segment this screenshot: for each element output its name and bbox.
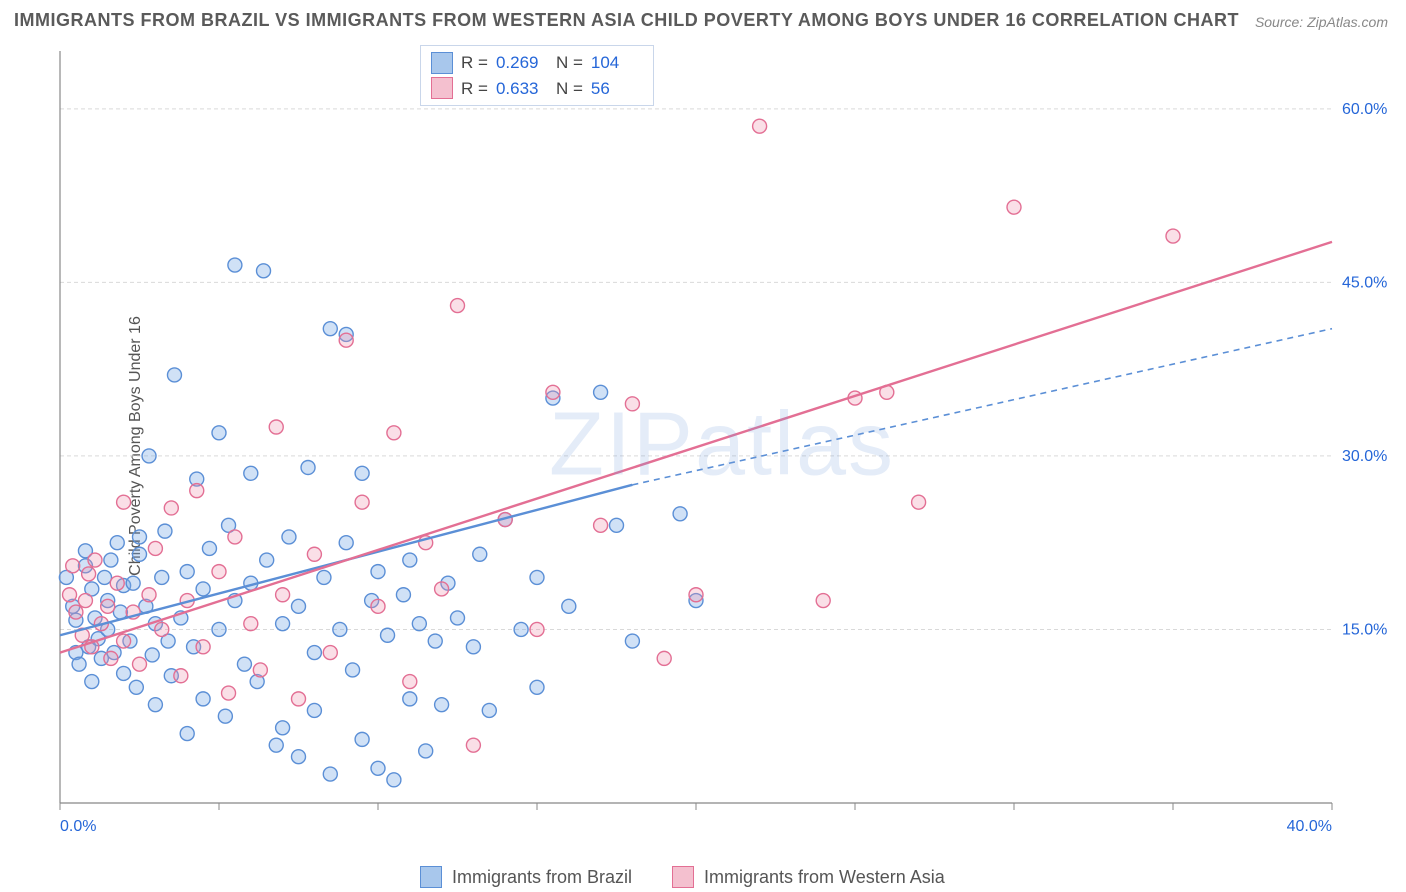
correlation-legend: R = 0.269 N = 104 R = 0.633 N = 56 — [420, 45, 654, 106]
r-value-brazil: 0.269 — [496, 50, 548, 76]
swatch-brazil — [420, 866, 442, 888]
r-label: R = — [461, 76, 488, 102]
n-value-wasia: 56 — [591, 76, 643, 102]
scatter-plot: 15.0%30.0%45.0%60.0%0.0%40.0% ZIPatlas — [52, 45, 1392, 845]
source-attribution: Source: ZipAtlas.com — [1255, 14, 1388, 30]
legend-item-wasia: Immigrants from Western Asia — [672, 866, 945, 888]
legend-row-brazil: R = 0.269 N = 104 — [431, 50, 643, 76]
r-label: R = — [461, 50, 488, 76]
n-label: N = — [556, 50, 583, 76]
r-value-wasia: 0.633 — [496, 76, 548, 102]
series-name-wasia: Immigrants from Western Asia — [704, 867, 945, 888]
svg-text:15.0%: 15.0% — [1342, 621, 1387, 638]
svg-text:60.0%: 60.0% — [1342, 101, 1387, 118]
plot-svg: 15.0% 30.0% 45.0% 60.0% 0.0% 40.0% — [52, 45, 1392, 845]
svg-text:0.0%: 0.0% — [60, 818, 96, 835]
swatch-brazil — [431, 52, 453, 74]
swatch-wasia — [431, 77, 453, 99]
svg-text:30.0%: 30.0% — [1342, 448, 1387, 465]
n-label: N = — [556, 76, 583, 102]
chart-title: IMMIGRANTS FROM BRAZIL VS IMMIGRANTS FRO… — [14, 10, 1239, 31]
swatch-wasia — [672, 866, 694, 888]
series-legend: Immigrants from Brazil Immigrants from W… — [420, 866, 945, 888]
n-value-brazil: 104 — [591, 50, 643, 76]
legend-item-brazil: Immigrants from Brazil — [420, 866, 632, 888]
svg-text:40.0%: 40.0% — [1287, 818, 1332, 835]
legend-row-wasia: R = 0.633 N = 56 — [431, 76, 643, 102]
svg-text:45.0%: 45.0% — [1342, 274, 1387, 291]
series-name-brazil: Immigrants from Brazil — [452, 867, 632, 888]
